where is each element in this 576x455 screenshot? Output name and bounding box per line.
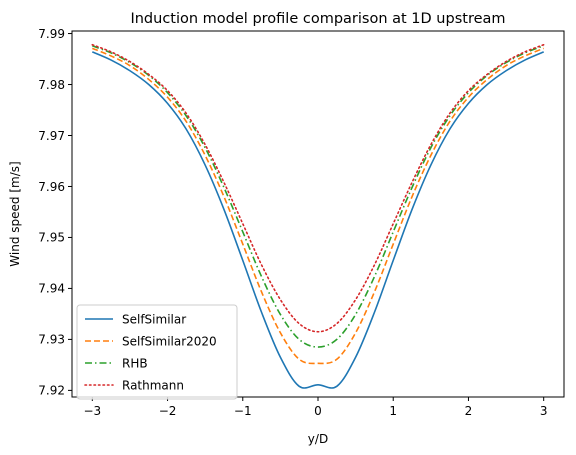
chart-title: Induction model profile comparison at 1D… (130, 11, 505, 27)
series-line-selfsimilar2020 (92, 47, 544, 365)
x-axis-label: y/D (308, 432, 328, 446)
x-axis-ticks: −3 −2 −1 0 1 2 3 (83, 397, 548, 418)
x-tick-label: 1 (389, 404, 397, 418)
legend-label-rhb: RHB (122, 356, 148, 370)
y-tick-label: 7.97 (38, 129, 65, 143)
legend-label-selfsimilar: SelfSimilar (122, 312, 186, 326)
series-line-rathmann (91, 43, 545, 333)
series-line-rhb (92, 45, 544, 348)
x-tick-label: 3 (540, 404, 548, 418)
legend-label-rathmann: Rathmann (122, 378, 184, 392)
x-tick-label: −2 (159, 404, 177, 418)
y-tick-label: 7.98 (38, 78, 65, 92)
y-axis-ticks: 7.92 7.93 7.94 7.95 7.96 7.97 7.98 7.99 (38, 27, 72, 398)
y-tick-label: 7.93 (38, 333, 65, 347)
y-tick-label: 7.95 (38, 231, 65, 245)
y-tick-label: 7.94 (38, 282, 65, 296)
y-tick-label: 7.99 (38, 27, 65, 41)
x-tick-label: 0 (314, 404, 322, 418)
x-tick-label: −3 (83, 404, 101, 418)
y-tick-label: 7.92 (38, 384, 65, 398)
legend-box (76, 304, 238, 400)
legend-label-selfsimilar2020: SelfSimilar2020 (122, 334, 217, 348)
series-line-selfsimilar (91, 51, 545, 389)
x-tick-label: −1 (234, 404, 252, 418)
plot-lines (91, 43, 545, 389)
legend: SelfSimilar SelfSimilar2020 RHB Rathmann (76, 304, 238, 400)
y-axis-label: Wind speed [m/s] (8, 161, 22, 266)
y-tick-label: 7.96 (38, 180, 65, 194)
x-tick-label: 2 (465, 404, 473, 418)
